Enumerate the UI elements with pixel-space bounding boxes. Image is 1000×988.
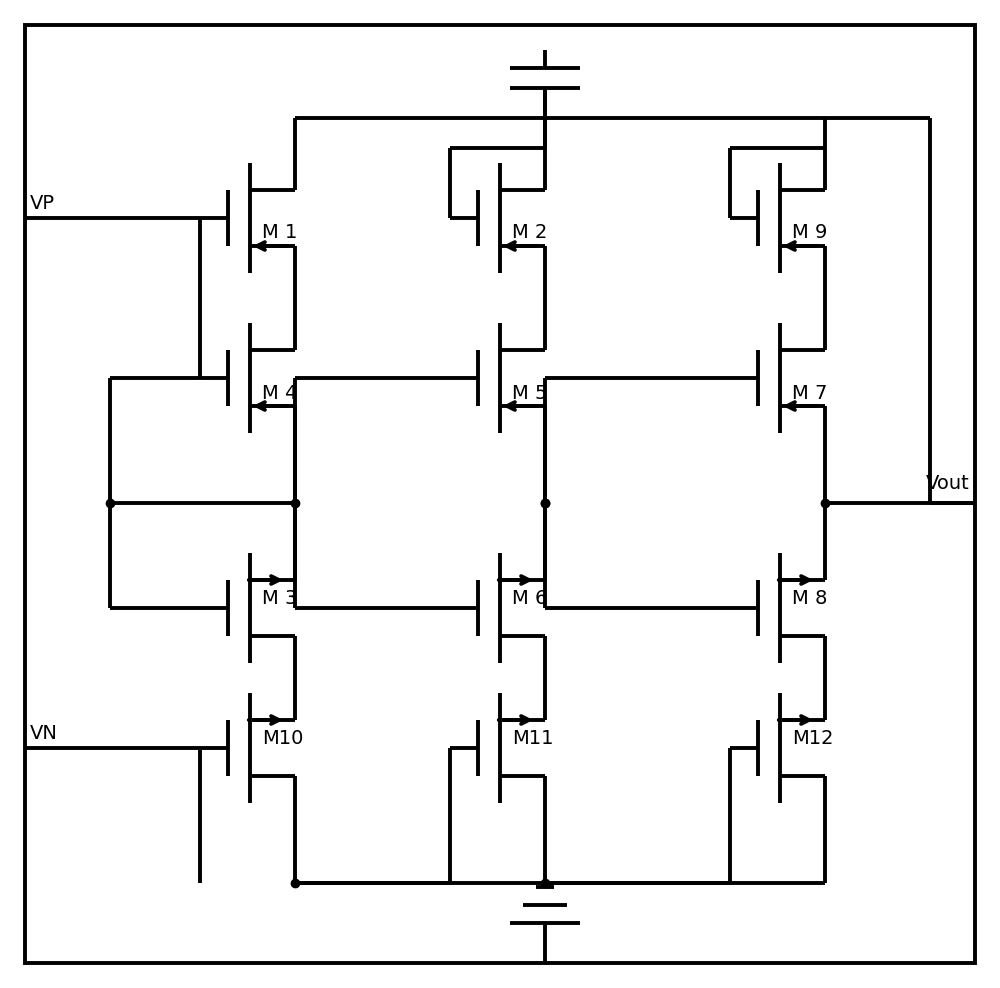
Text: M 7: M 7 xyxy=(792,383,827,402)
Text: M 5: M 5 xyxy=(512,383,548,402)
Text: VN: VN xyxy=(30,724,58,743)
Text: VP: VP xyxy=(30,194,55,213)
Text: M10: M10 xyxy=(262,728,303,748)
Text: M11: M11 xyxy=(512,728,554,748)
Text: M 8: M 8 xyxy=(792,589,827,608)
Text: M 9: M 9 xyxy=(792,223,827,242)
Text: M 2: M 2 xyxy=(512,223,547,242)
Text: M12: M12 xyxy=(792,728,834,748)
Text: M 1: M 1 xyxy=(262,223,297,242)
Text: M 6: M 6 xyxy=(512,589,547,608)
Text: M 4: M 4 xyxy=(262,383,297,402)
Text: M 3: M 3 xyxy=(262,589,297,608)
Text: Vout: Vout xyxy=(926,474,970,493)
